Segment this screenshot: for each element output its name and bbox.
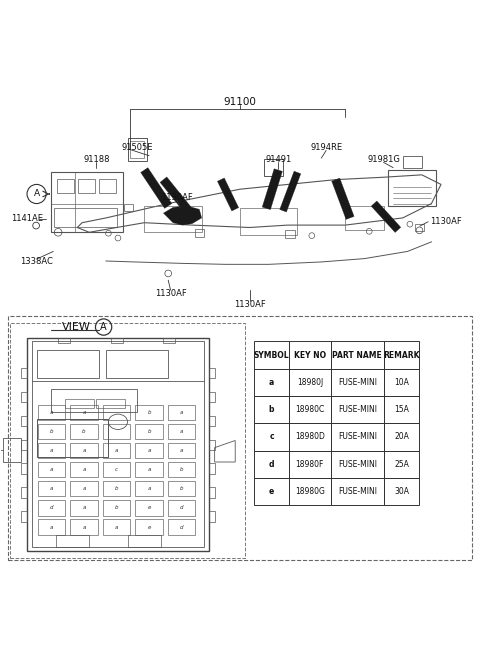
Text: 1338AC: 1338AC (20, 257, 53, 266)
Text: b: b (147, 429, 151, 434)
Text: 30A: 30A (394, 487, 409, 496)
Text: PART NAME: PART NAME (332, 350, 382, 359)
Polygon shape (371, 201, 401, 232)
Text: FUSE-MINI: FUSE-MINI (338, 487, 377, 496)
Text: VIEW: VIEW (62, 322, 91, 332)
Text: FUSE-MINI: FUSE-MINI (338, 432, 377, 441)
Text: e: e (147, 506, 151, 510)
Text: 91981G: 91981G (367, 155, 400, 164)
Polygon shape (141, 168, 172, 209)
Polygon shape (160, 177, 191, 212)
Text: d: d (49, 506, 53, 510)
Text: b: b (180, 486, 183, 491)
Text: b: b (82, 429, 86, 434)
Text: b: b (115, 506, 118, 510)
Polygon shape (280, 171, 301, 212)
Text: b: b (269, 405, 275, 414)
Text: a: a (115, 448, 118, 453)
Text: a: a (82, 525, 85, 529)
Text: 18980D: 18980D (295, 432, 325, 441)
Text: 18980C: 18980C (295, 405, 324, 414)
Text: 91491: 91491 (265, 155, 291, 163)
Text: a: a (82, 410, 85, 415)
Text: b: b (147, 410, 151, 415)
Text: 1141AE: 1141AE (11, 215, 43, 224)
Text: a: a (180, 410, 183, 415)
Text: a: a (50, 486, 53, 491)
Polygon shape (217, 178, 239, 211)
Text: FUSE-MINI: FUSE-MINI (338, 378, 377, 387)
Text: b: b (49, 429, 53, 434)
Text: c: c (115, 467, 118, 472)
Text: a: a (180, 429, 183, 434)
Text: d: d (180, 525, 183, 529)
Text: 1130AF: 1130AF (155, 289, 186, 298)
Text: d: d (269, 460, 275, 468)
Text: a: a (180, 448, 183, 453)
Text: d: d (180, 506, 183, 510)
Polygon shape (262, 169, 282, 210)
Text: 91100: 91100 (224, 97, 256, 107)
Text: 25A: 25A (394, 460, 409, 468)
Text: a: a (82, 448, 85, 453)
Text: a: a (147, 467, 151, 472)
Text: a: a (82, 486, 85, 491)
Text: a: a (50, 525, 53, 529)
Text: a: a (82, 506, 85, 510)
Text: a: a (147, 486, 151, 491)
Text: 9194RE: 9194RE (310, 143, 342, 152)
Text: 91505E: 91505E (121, 143, 153, 152)
Text: 1130AF: 1130AF (431, 217, 462, 226)
Text: SYMBOL: SYMBOL (254, 350, 289, 359)
Text: KEY NO: KEY NO (294, 350, 326, 359)
Text: FUSE-MINI: FUSE-MINI (338, 405, 377, 414)
Text: a: a (82, 467, 85, 472)
Text: 91188: 91188 (83, 155, 109, 163)
Text: a: a (269, 378, 274, 387)
Text: 1130AF: 1130AF (234, 300, 265, 308)
Text: 15A: 15A (394, 405, 409, 414)
Text: 20A: 20A (394, 432, 409, 441)
Text: e: e (269, 487, 274, 496)
Text: b: b (115, 486, 118, 491)
Text: 18980F: 18980F (296, 460, 324, 468)
Polygon shape (332, 178, 354, 219)
Text: 10A: 10A (394, 378, 409, 387)
Text: a: a (115, 525, 118, 529)
Text: 1130AF: 1130AF (161, 193, 192, 202)
Text: a: a (50, 410, 53, 415)
Text: FUSE-MINI: FUSE-MINI (338, 460, 377, 468)
Text: A: A (34, 190, 40, 199)
Text: 18980J: 18980J (297, 378, 323, 387)
Text: REMARK: REMARK (384, 350, 420, 359)
Text: c: c (269, 432, 274, 441)
Text: a: a (50, 448, 53, 453)
Text: e: e (147, 525, 151, 529)
Text: 18980G: 18980G (295, 487, 325, 496)
Text: a: a (50, 467, 53, 472)
Text: a: a (147, 448, 151, 453)
Text: b: b (180, 467, 183, 472)
Polygon shape (163, 206, 202, 225)
Text: A: A (100, 322, 107, 332)
